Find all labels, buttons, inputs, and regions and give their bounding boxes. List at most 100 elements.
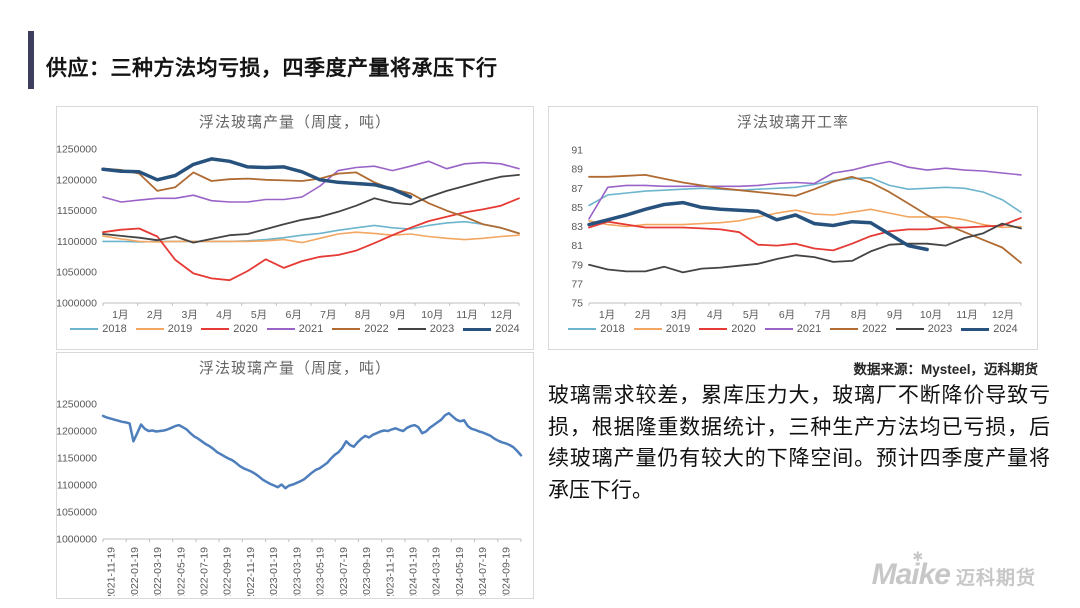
svg-text:2024-03-19: 2024-03-19 [431,547,443,596]
legend-item-2018: 2018 [70,323,127,335]
legend-swatch [135,328,164,330]
commentary-text: 玻璃需求较差，累库压力大，玻璃厂不断降价导致亏损，根据隆重数据统计，三种生产方法… [548,384,1050,502]
svg-text:5月: 5月 [251,309,267,321]
chart-title-production-yearly: 浮法玻璃产量（周度，吨） [198,113,391,131]
svg-text:8月: 8月 [355,309,371,321]
svg-text:2月: 2月 [147,309,163,321]
svg-text:2022-09-19: 2022-09-19 [222,547,234,596]
chart-card-operating-rate: 浮法玻璃开工率 75 77 79 81 83 85 87 89 91 1月 2月 3月 4月 5月 6月 7月… [548,106,1038,350]
svg-text:75: 75 [571,298,583,310]
svg-text:2024-09-19: 2024-09-19 [500,547,512,596]
legend-item-2019: 2019 [135,323,193,335]
svg-text:9月: 9月 [389,309,405,321]
chart-card-production-yearly: 浮法玻璃产量（周度，吨） 1000000 1050000 1100000 115000… [56,106,534,350]
svg-text:1月: 1月 [112,309,128,321]
svg-text:1月: 1月 [599,309,615,321]
svg-text:1250000: 1250000 [57,144,97,156]
svg-text:5月: 5月 [743,309,759,321]
svg-text:89: 89 [571,164,583,176]
svg-text:10月: 10月 [920,309,942,321]
chart-title-operating-rate: 浮法玻璃开工率 [736,113,849,131]
svg-text:12月: 12月 [491,309,513,321]
legend-label: 2020 [731,323,756,335]
chart-card-production-weekly: 浮法玻璃产量（周度，吨） 1000000 1050000 1100000 115000… [56,352,534,599]
legend-swatch [764,328,793,330]
svg-text:1250000: 1250000 [57,399,97,411]
legend-label: 2022 [364,323,389,335]
svg-text:4月: 4月 [707,309,723,321]
svg-text:2023-07-19: 2023-07-19 [338,547,350,596]
svg-text:1100000: 1100000 [57,480,97,492]
svg-text:11月: 11月 [456,309,477,321]
title-accent-bar [28,31,34,89]
legend-label: 2018 [102,323,127,335]
svg-text:1200000: 1200000 [57,426,97,438]
svg-text:2024-07-19: 2024-07-19 [477,547,489,596]
legend-item-2024: 2024 [463,323,520,335]
svg-text:1100000: 1100000 [57,236,97,248]
logo-chinese-name: 迈科期货 [955,568,1036,589]
svg-text:2022-05-19: 2022-05-19 [175,547,187,596]
svg-text:12月: 12月 [992,309,1014,321]
legend-swatch [633,328,662,330]
legend-label: 2022 [862,323,887,335]
legend-item-2022: 2022 [830,323,887,335]
svg-text:3月: 3月 [671,309,687,321]
svg-text:85: 85 [571,202,583,214]
svg-text:2023-09-19: 2023-09-19 [361,547,373,596]
svg-text:7月: 7月 [320,309,336,321]
svg-text:6月: 6月 [285,309,301,321]
svg-text:1150000: 1150000 [57,205,97,217]
svg-text:2022-11-19: 2022-11-19 [245,547,257,596]
legend-label: 2024 [495,323,520,335]
legend-item-2022: 2022 [332,323,389,335]
legend-item-2023: 2023 [895,323,953,335]
svg-text:2022-07-19: 2022-07-19 [199,547,211,596]
legend-label: 2019 [167,323,193,335]
svg-text:83: 83 [571,221,583,233]
svg-text:2023-01-19: 2023-01-19 [268,547,280,596]
svg-text:87: 87 [571,183,583,195]
legend-label: 2023 [429,323,455,335]
svg-text:2023-05-19: 2023-05-19 [315,547,327,596]
svg-text:1150000: 1150000 [57,453,97,465]
svg-text:10月: 10月 [421,309,443,321]
legend-item-2018: 2018 [568,323,625,335]
page-title: 供应：三种方法均亏损，四季度产量将承压下行 [46,57,498,80]
svg-text:2021-11-19: 2021-11-19 [106,547,118,596]
svg-text:2023-11-19: 2023-11-19 [384,547,396,596]
legend-label: 2019 [665,323,691,335]
operating-rate-chart: 75 77 79 81 83 85 87 89 91 1月 2月 3月 4月 5月 6月 7月 8月 9月 10月 1… [571,145,1022,321]
svg-text:4月: 4月 [216,309,232,321]
legend-label: 2024 [993,323,1018,335]
svg-text:1000000: 1000000 [57,534,97,546]
logo-wordmark: Maike ✱ [871,549,951,591]
production-weekly-chart: 1000000 1050000 1100000 1150000 1200000 12500… [57,399,523,596]
legend-swatch [699,328,728,330]
production-yearly-legend: 2018 2019 2020 2021 2022 2023 2024 [57,323,533,335]
svg-text:6月: 6月 [779,309,795,321]
legend-swatch [266,328,295,330]
legend-swatch [895,328,924,330]
legend-item-2020: 2020 [699,323,756,335]
operating-rate-legend: 2018 2019 2020 2021 2022 2023 2024 [549,323,1037,335]
legend-swatch [830,328,859,330]
legend-item-2020: 2020 [201,323,258,335]
legend-swatch [397,328,426,330]
svg-text:3月: 3月 [181,309,197,321]
legend-swatch [463,327,492,331]
svg-text:8月: 8月 [851,309,867,321]
legend-item-2019: 2019 [633,323,691,335]
svg-text:1000000: 1000000 [57,298,97,310]
legend-label: 2018 [600,323,625,335]
svg-text:2024-01-19: 2024-01-19 [408,547,420,596]
svg-text:7月: 7月 [815,309,831,321]
sparkle-icon: ✱ [912,549,923,564]
legend-swatch [332,328,361,330]
legend-item-2021: 2021 [764,323,821,335]
svg-text:2023-03-19: 2023-03-19 [291,547,303,596]
svg-text:81: 81 [571,240,583,252]
legend-label: 2023 [927,323,953,335]
legend-swatch [568,328,597,330]
svg-text:2024-05-19: 2024-05-19 [454,547,466,596]
